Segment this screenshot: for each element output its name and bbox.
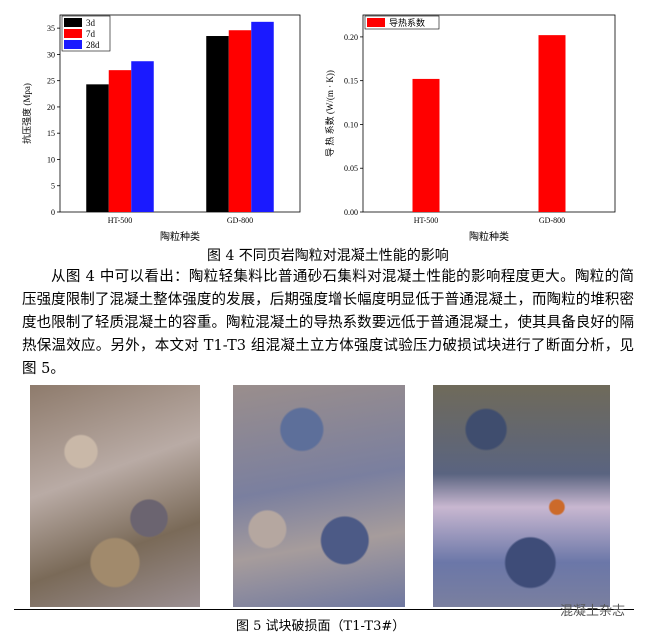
legend-label: 3d bbox=[86, 18, 96, 28]
rule bbox=[14, 609, 634, 610]
legend-swatch bbox=[367, 18, 385, 27]
bar bbox=[206, 36, 229, 212]
bar bbox=[108, 70, 132, 212]
x-tick-label: GD-800 bbox=[539, 216, 565, 225]
plot-frame bbox=[362, 14, 616, 213]
paragraph: 从图 4 中可以看出：陶粒轻集料比普通砂石集料对混凝土性能的影响程度更大。陶粒的… bbox=[22, 269, 634, 377]
legend-swatch bbox=[64, 18, 82, 27]
y-tick-label: 0 bbox=[51, 208, 55, 217]
legend-label: 28d bbox=[86, 40, 100, 50]
photo bbox=[433, 385, 610, 607]
y-tick-label: 35 bbox=[47, 24, 55, 33]
y-tick-label: 25 bbox=[47, 77, 55, 86]
y-tick-label: 5 bbox=[51, 182, 55, 191]
y-tick-label: 20 bbox=[47, 103, 55, 112]
legend-swatch bbox=[64, 29, 82, 38]
x-tick-label: HT-500 bbox=[414, 216, 439, 225]
y-axis-label: 抗压强度 (Mpa) bbox=[21, 83, 32, 144]
y-tick-label: 0.10 bbox=[344, 120, 358, 129]
figure-caption: 图 4 不同页岩陶粒对混凝土性能的影响 bbox=[207, 248, 449, 264]
bar bbox=[251, 21, 274, 213]
bar bbox=[228, 30, 252, 213]
x-axis-label: 陶粒种类 bbox=[469, 230, 509, 243]
photo bbox=[30, 385, 200, 607]
y-tick-label: 30 bbox=[47, 50, 55, 59]
bar bbox=[86, 84, 109, 212]
y-axis-label: 导 热 系数 (W/(m · K)) bbox=[324, 70, 335, 157]
y-tick-label: 15 bbox=[47, 129, 55, 138]
bar bbox=[538, 35, 566, 212]
plot-frame bbox=[59, 14, 301, 213]
bar bbox=[131, 61, 154, 212]
figure-caption: 图 5 试块破损面（T1-T3#） bbox=[236, 619, 406, 634]
y-tick-label: 0.20 bbox=[344, 33, 358, 42]
y-tick-label: 10 bbox=[47, 155, 55, 164]
photo bbox=[233, 385, 405, 607]
y-tick-label: 0.00 bbox=[344, 208, 358, 217]
watermark: 混凝土杂志 bbox=[560, 604, 626, 619]
x-tick-label: GD-800 bbox=[227, 216, 253, 225]
y-tick-label: 0.15 bbox=[344, 77, 358, 86]
y-tick-label: 0.05 bbox=[344, 164, 358, 173]
x-tick-label: HT-500 bbox=[108, 216, 133, 225]
legend-swatch bbox=[64, 40, 82, 49]
bar bbox=[412, 78, 440, 212]
charts: 0 5 10 15 20 25 30 35 HT-500 GD-800 陶粒种类 抗压强度 (Mpa)… bbox=[21, 14, 616, 243]
legend-label: 导热系数 bbox=[389, 17, 425, 28]
legend-label: 7d bbox=[86, 29, 96, 39]
x-axis-label: 陶粒种类 bbox=[160, 230, 200, 243]
